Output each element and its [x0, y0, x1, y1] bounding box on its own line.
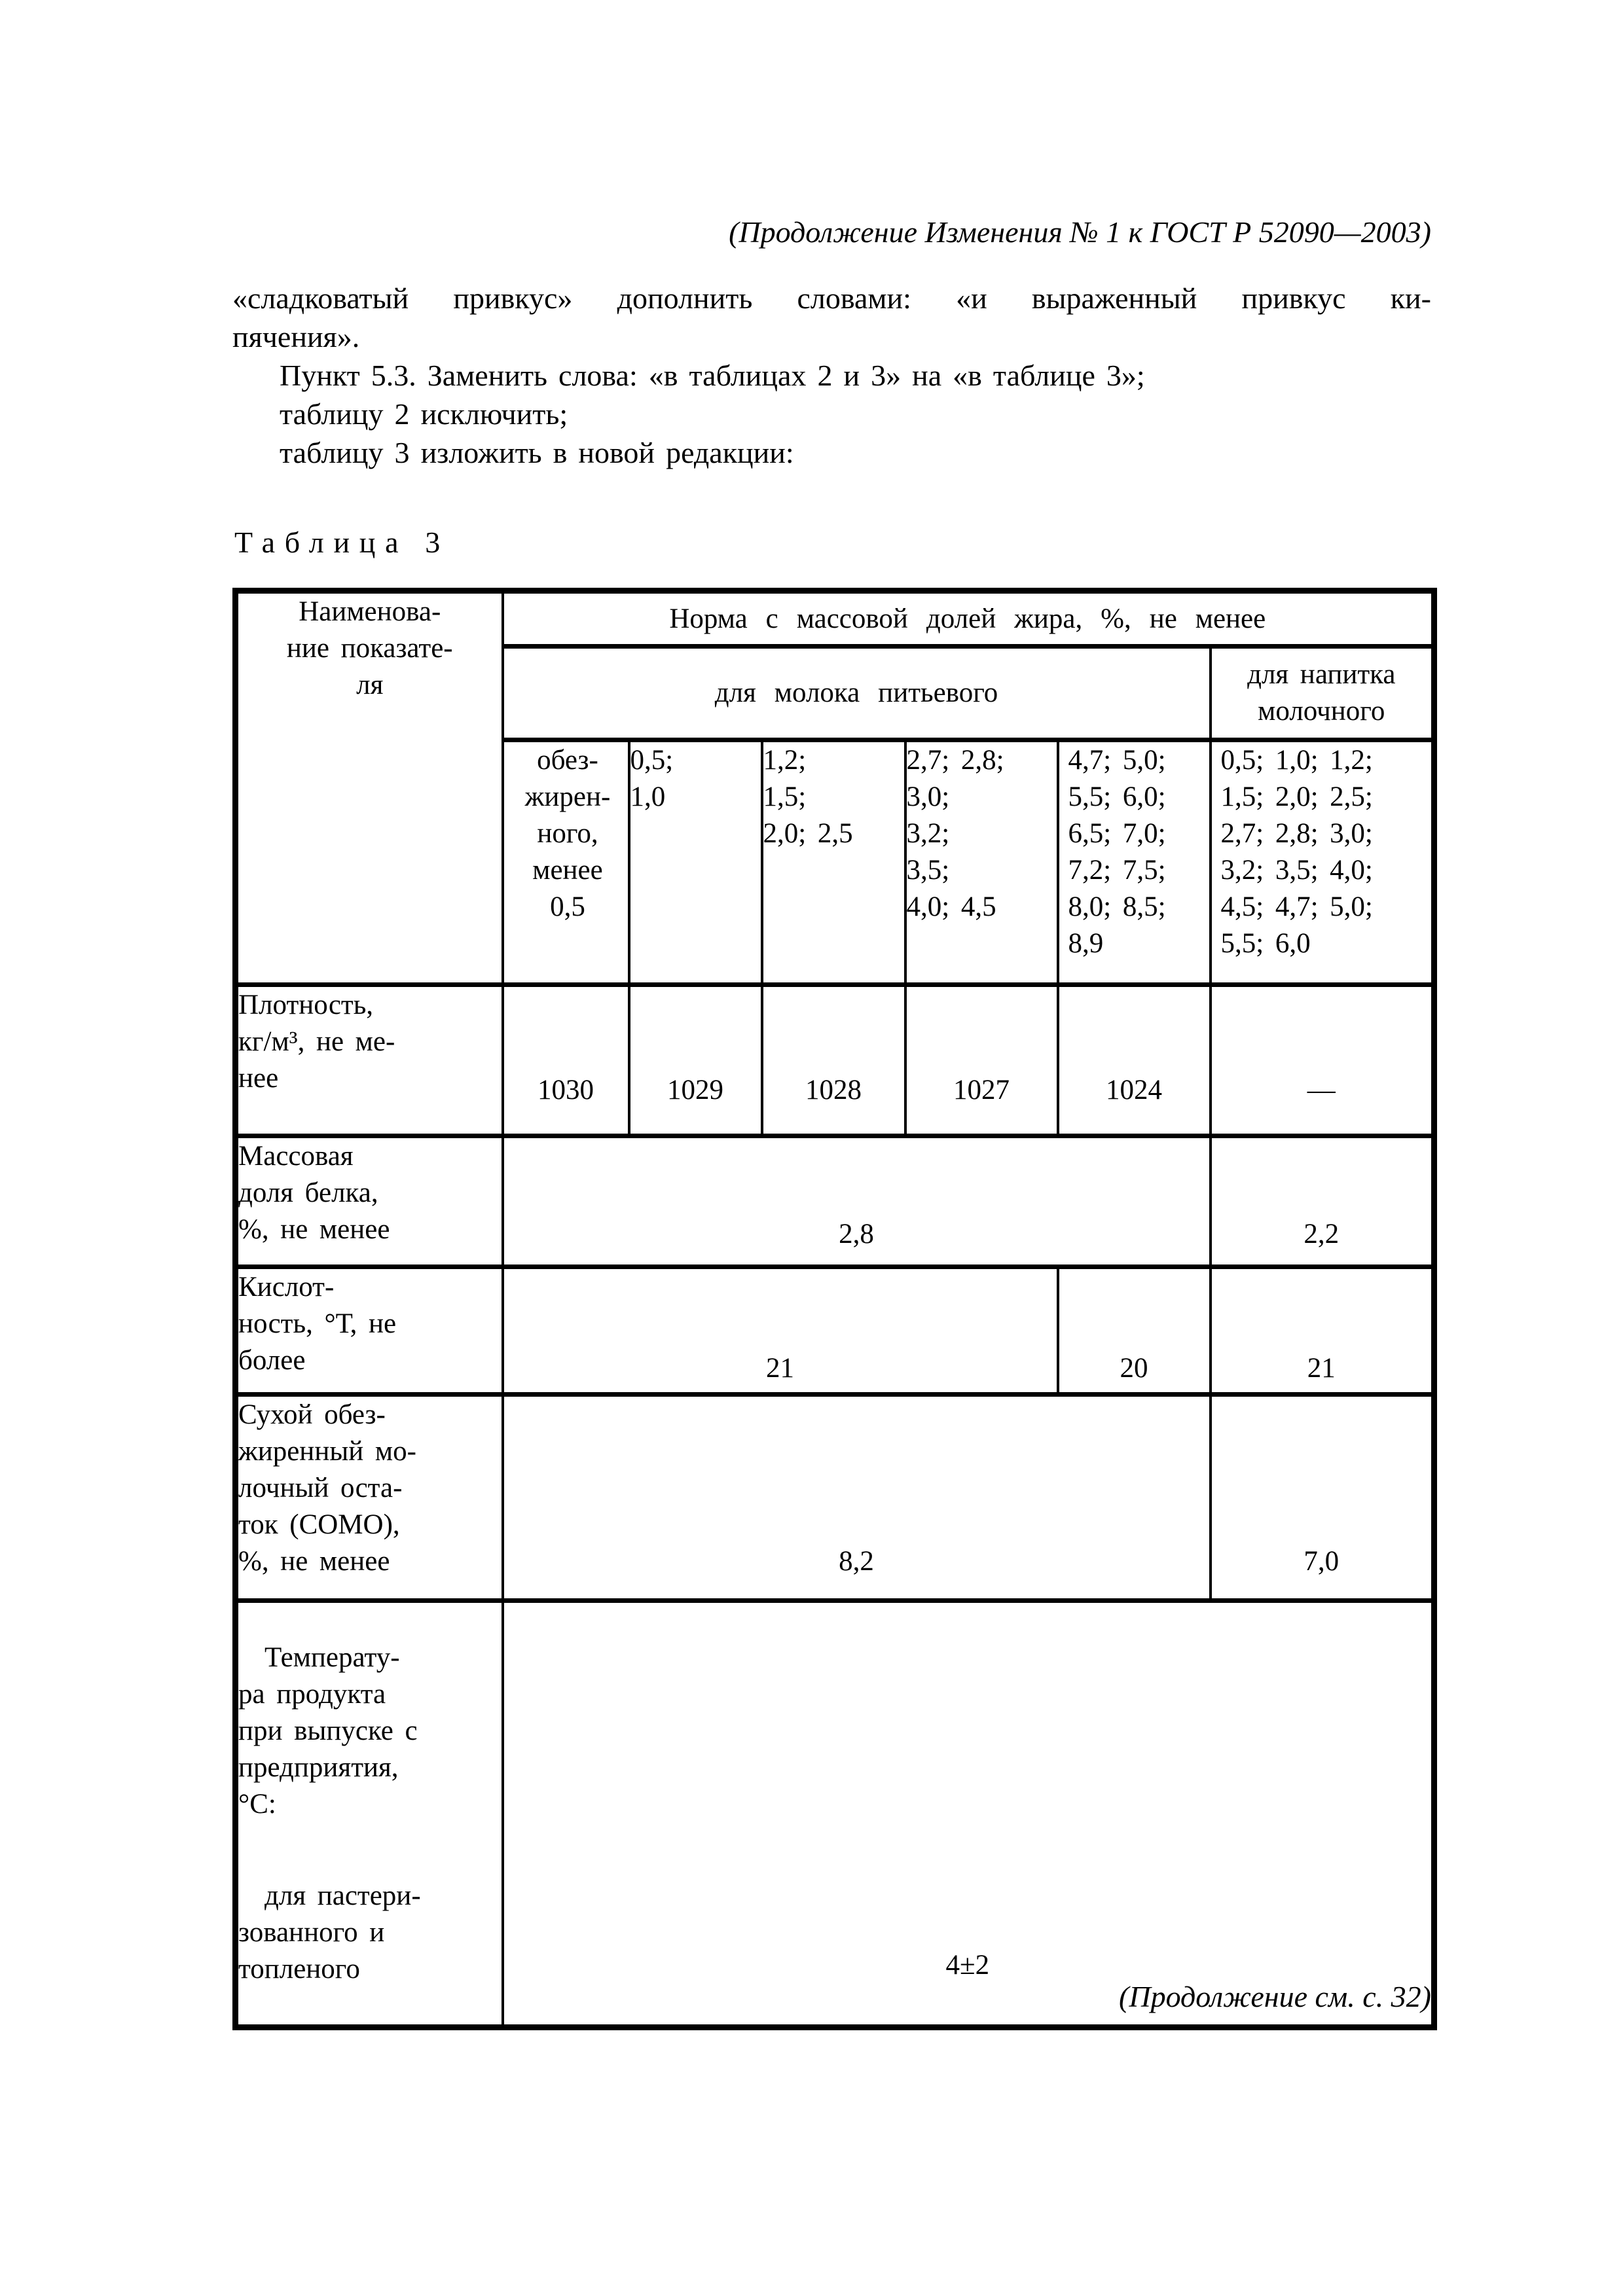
- acidity-drink-value: 21: [1209, 1265, 1436, 1397]
- density-value: 1029: [627, 982, 763, 1138]
- paragraph-line: таблицу 3 изложить в новой редакции:: [280, 436, 794, 469]
- density-value: 1028: [760, 982, 907, 1138]
- acidity-label: Кислот- ность, °Т, не более: [234, 1265, 504, 1397]
- table-3-milk-norms: Наименова- ние показате- ля Норма с масс…: [232, 588, 1438, 2030]
- table-caption: Таблица 3: [234, 524, 440, 562]
- fat-col-header-47-89: 4,7; 5,0; 5,5; 6,0; 6,5; 7,0; 7,2; 7,5; …: [1056, 738, 1212, 987]
- temperature-label: Температу- ра продукта при выпуске с пре…: [234, 1598, 504, 2030]
- protein-drink-value: 2,2: [1209, 1134, 1436, 1269]
- fat-col-header-27-45: 2,7; 2,8; 3,0; 3,2; 3,5; 4,0; 4,5: [903, 738, 1059, 987]
- density-value: 1030: [501, 982, 630, 1138]
- name-column-header: Наименова- ние показате- ля: [234, 588, 504, 987]
- row-somo: Сухой обез- жиренный мо- лочный оста- то…: [234, 1392, 1436, 1603]
- density-value: 1024: [1056, 982, 1212, 1138]
- amendment-paragraphs: «сладковатый привкус» дополнить словами:…: [232, 279, 1431, 472]
- somo-milk-value: 8,2: [501, 1392, 1212, 1603]
- acidity-high-fat-value: 20: [1056, 1265, 1212, 1397]
- somo-drink-value: 7,0: [1209, 1392, 1436, 1603]
- fat-col-header-skim: обез- жирен- ного, менее 0,5: [501, 738, 630, 987]
- milk-group-header: для молока питьевого: [501, 644, 1212, 742]
- paragraph-line: Пункт 5.3. Заменить слова: «в таблицах 2…: [280, 359, 1145, 392]
- row-density: Плотность, кг/м³, не ме- нее 1030 1029 1…: [234, 982, 1436, 1138]
- norm-title-header: Норма с массовой долей жира, %, не менее: [501, 588, 1436, 649]
- temperature-value: 4±2: [501, 1598, 1436, 2030]
- row-acidity: Кислот- ность, °Т, не более 21 20 21: [234, 1265, 1436, 1397]
- protein-milk-value: 2,8: [501, 1134, 1212, 1269]
- header-row-norm: Наименова- ние показате- ля Норма с масс…: [234, 588, 1436, 987]
- paragraph-line: таблицу 2 исключить;: [280, 397, 568, 431]
- density-label: Плотность, кг/м³, не ме- нее: [234, 982, 504, 1138]
- continuation-header-note: (Продолжение Изменения № 1 к ГОСТ Р 5209…: [729, 215, 1431, 249]
- paragraph-line: «сладковатый привкус» дополнить словами:…: [232, 281, 1431, 315]
- row-protein: Массовая доля белка, %, не менее 2,8 2,2: [234, 1134, 1436, 1269]
- table-caption-word: Таблица: [234, 526, 409, 559]
- somo-label: Сухой обез- жиренный мо- лочный оста- то…: [234, 1392, 504, 1603]
- density-value: 1027: [903, 982, 1059, 1138]
- table-caption-number: 3: [425, 526, 441, 559]
- acidity-milk-value: 21: [501, 1265, 1059, 1397]
- fat-col-header-12-25: 1,2; 1,5; 2,0; 2,5: [760, 738, 907, 987]
- drink-group-header: для напитка молочного: [1209, 644, 1436, 742]
- temperature-label-main: Температу- ра продукта при выпуске с пре…: [238, 1642, 418, 1820]
- temperature-label-sub: для пастери- зованного и топленого: [238, 1880, 421, 1984]
- header-row-groups: для молока питьевого для напитка молочно…: [236, 644, 1436, 742]
- fat-col-header-drink: 0,5; 1,0; 1,2; 1,5; 2,0; 2,5; 2,7; 2,8; …: [1209, 738, 1436, 987]
- row-temperature: Температу- ра продукта при выпуске с пре…: [234, 1598, 1436, 2030]
- protein-label: Массовая доля белка, %, не менее: [234, 1134, 504, 1269]
- continuation-footer-note: (Продолжение см. с. 32): [1119, 1980, 1431, 2013]
- paragraph-line: пячения».: [232, 320, 360, 353]
- header-row-fat-values: обез- жирен- ного, менее 0,5 0,5; 1,0 1,…: [236, 738, 1436, 987]
- density-value-dash: —: [1209, 982, 1436, 1138]
- fat-col-header-05-10: 0,5; 1,0: [627, 738, 763, 987]
